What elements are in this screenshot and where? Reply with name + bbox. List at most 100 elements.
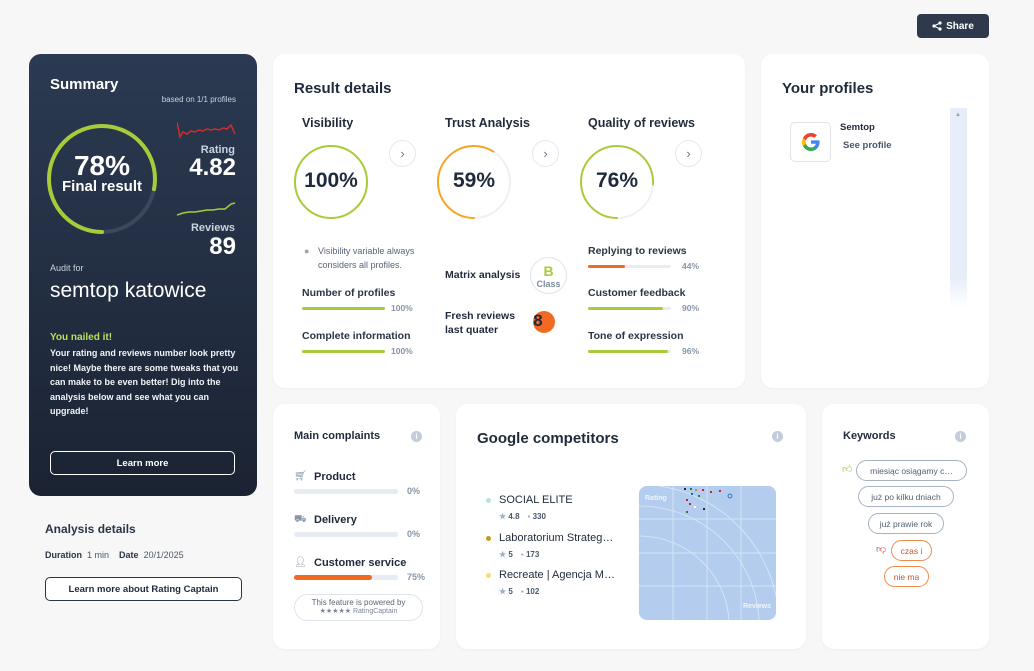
fresh-reviews-badge: 8: [530, 309, 556, 335]
learn-more-rating-captain-button[interactable]: Learn more about Rating Captain: [45, 577, 242, 601]
trust-arrow-button[interactable]: ›: [532, 140, 559, 167]
competitor-stats: ★ 5 ▪ 173: [499, 550, 539, 559]
basket-icon: 🛒︎: [294, 471, 307, 482]
keyword-tag-negative[interactable]: nie ma: [884, 566, 929, 587]
competitor-stats: ★ 5 ▪ 102: [499, 587, 539, 596]
star-icon: ★: [499, 512, 507, 521]
company-name: semtop katowice: [50, 279, 207, 302]
audit-for-label: Audit for: [50, 263, 84, 273]
metric-value: 90%: [682, 303, 700, 313]
matrix-analysis-label: Matrix analysis: [445, 269, 521, 281]
comment-icon: ▪: [520, 587, 524, 596]
profile-name: Semtop: [840, 122, 875, 133]
metric-label: Complete information: [302, 330, 411, 342]
powered-by-text: This feature is powered by: [311, 598, 406, 607]
your-profiles-title: Your profiles: [782, 80, 874, 97]
info-icon[interactable]: i: [772, 431, 783, 442]
metric-value: 96%: [682, 346, 700, 356]
rating-label: Rating: [200, 144, 235, 156]
competitor-reviews: 102: [525, 587, 540, 596]
keywords-title: Keywords: [843, 430, 896, 442]
competitor-name: SOCIAL ELITE: [499, 494, 573, 506]
summary-card: Summary based on 1/1 profiles 78% Final …: [29, 54, 257, 496]
star-icon: ★: [499, 587, 507, 596]
duration-label: Duration: [45, 550, 82, 560]
see-profile-link[interactable]: See profile: [843, 140, 892, 151]
metric-number-of-profiles: Number of profiles 100%: [302, 287, 413, 313]
info-icon: ●: [304, 246, 310, 256]
quality-arrow-button[interactable]: ›: [675, 140, 702, 167]
complaint-label: Delivery: [314, 514, 357, 526]
main-complaints-title: Main complaints: [294, 430, 381, 442]
keyword-tag-positive[interactable]: już prawie rok: [868, 513, 944, 534]
visibility-title: Visibility: [302, 116, 354, 130]
chevron-right-icon: ›: [686, 146, 691, 161]
google-icon[interactable]: [790, 122, 831, 162]
keyword-tag-positive[interactable]: już po kilku dniach: [858, 486, 954, 507]
visibility-value: 100%: [304, 169, 358, 192]
share-icon: [932, 21, 942, 31]
metric-complete-information: Complete information 100%: [302, 330, 413, 356]
keyword-tag-negative[interactable]: czas i: [891, 540, 932, 561]
metric-label: Replying to reviews: [588, 245, 687, 257]
metric-value: 44%: [682, 261, 700, 271]
class-word: Class: [536, 279, 561, 289]
info-icon[interactable]: i: [955, 431, 966, 442]
competitor-rating: 4.8: [508, 512, 520, 521]
result-details-title: Result details: [294, 80, 392, 97]
powered-by-brand: ★★★★★ RatingCaptain: [319, 608, 398, 615]
profiles-scrollbar[interactable]: ▲: [950, 108, 967, 308]
share-button[interactable]: Share: [917, 14, 989, 38]
visibility-note: ● Visibility variable always considers a…: [304, 244, 433, 272]
based-on-text: based on 1/1 profiles: [161, 95, 236, 104]
visibility-arrow-button[interactable]: ›: [389, 140, 416, 167]
google-competitors-title: Google competitors: [477, 430, 619, 447]
complaint-value: 75%: [407, 572, 426, 582]
main-complaints-card: Main complaints i 🛒︎ Product 0% ⛟ Delive…: [273, 404, 440, 649]
competitor-reviews: 173: [525, 550, 540, 559]
powered-by-badge[interactable]: This feature is powered by ★★★★★ RatingC…: [294, 594, 423, 621]
keyword-tag-positive[interactable]: miesiąc osiągamy c…: [856, 460, 967, 481]
rating-sparkline: [177, 121, 236, 140]
nailed-text: Your rating and reviews number look pret…: [50, 348, 239, 416]
final-result-label: Final result: [61, 178, 143, 195]
result-details-card: Result details Visibility 100% › Trust A…: [273, 54, 745, 388]
duration-value: 1 min: [87, 550, 110, 560]
reviews-sparkline: [177, 202, 236, 216]
competitor-dot: [486, 573, 491, 578]
comment-icon: ▪: [520, 550, 524, 559]
truck-icon: ⛟: [294, 514, 307, 525]
competitor-dot: [486, 536, 491, 541]
share-label: Share: [946, 20, 974, 32]
competitor-rating: 5: [508, 587, 513, 596]
comment-icon: ▪: [527, 512, 531, 521]
thumbs-up-icon: 👍︎: [842, 464, 853, 475]
scroll-up-icon[interactable]: ▲: [955, 112, 961, 118]
complaint-label: Product: [314, 471, 356, 483]
competitor-rating: 5: [508, 550, 513, 559]
person-icon: 👤︎: [294, 557, 307, 568]
reviews-label: Reviews: [190, 222, 235, 234]
visibility-gauge: 100%: [293, 144, 369, 220]
chevron-right-icon: ›: [543, 146, 548, 161]
competitor-dot: [486, 498, 491, 503]
complaint-value: 0%: [407, 529, 421, 539]
complaint-value: 0%: [407, 486, 421, 496]
visibility-note-text: Visibility variable always considers all…: [318, 246, 415, 270]
competitor-matrix[interactable]: Rating Reviews: [639, 486, 776, 620]
metric-replying: Replying to reviews 44%: [588, 245, 699, 271]
fresh-reviews-label: Fresh reviews last quater: [445, 310, 516, 336]
nailed-title: You nailed it!: [50, 332, 113, 343]
google-competitors-card: Google competitors i SOCIAL ELITE ★ 4.8 ▪…: [456, 404, 806, 649]
competitor-name: Recreate | Agencja M…: [499, 569, 615, 581]
competitor-name: Laboratorium Strateg…: [499, 532, 614, 544]
class-letter: B: [543, 263, 554, 279]
analysis-details-title: Analysis details: [45, 522, 136, 536]
metric-label: Customer feedback: [588, 287, 686, 299]
keywords-card: Keywords i 👍︎ miesiąc osiągamy c… już po…: [822, 404, 989, 649]
metric-tone: Tone of expression 96%: [588, 330, 699, 356]
info-icon[interactable]: i: [411, 431, 422, 442]
matrix-y-label: Rating: [645, 495, 667, 502]
learn-more-button[interactable]: Learn more: [50, 451, 235, 475]
metric-value: 100%: [391, 346, 413, 356]
